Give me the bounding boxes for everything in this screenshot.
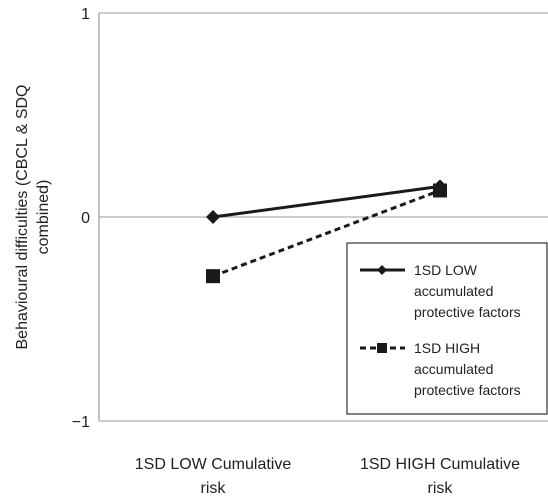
legend: 1SD LOW accumulated protective factors1SD … [346,242,548,415]
y-axis-label-line: combined) [35,180,52,255]
labels: −1 0 1 Behavioural difficulties (CBCL & SDQ… [14,6,520,497]
legend-label-line: 1SD LOW [414,262,478,278]
legend-label-line: protective factors [414,382,521,398]
legend-label-line: protective factors [414,304,521,320]
y-tick-label: 1 [81,6,90,23]
diamond-marker [206,210,220,224]
y-tick-label: 0 [81,210,90,227]
series-line [212,189,441,278]
x-tick-label-line: risk [201,480,227,497]
gridlines [99,12,548,422]
legend-label: 1SD HIGH accumulated protective factors [414,340,521,398]
legend-label-line: 1SD HIGH [414,340,480,356]
series-line [212,184,441,219]
legend-label-line: accumulated [414,361,493,377]
legend-label-line: accumulated [414,283,493,299]
x-tick-label-line: risk [428,480,454,497]
legend-entry-low-protective: 1SD LOW accumulated protective factors [360,262,521,320]
diamond-marker [433,179,447,194]
legend-label: 1SD LOW accumulated protective factors [414,262,521,320]
series-layer [206,179,447,284]
square-marker [377,343,387,353]
x-tick-label-line: 1SD LOW Cumulative [135,456,292,473]
x-tick-label-line: 1SD HIGH Cumulative [360,456,520,473]
y-axis-label-line: Behavioural difficulties (CBCL & SDQ [14,85,31,350]
x-tick-label: 1SD HIGH Cumulative risk [360,456,520,497]
x-tick-label: 1SD LOW Cumulative risk [135,456,292,497]
diamond-marker [377,265,387,275]
legend-entry-high-protective: 1SD HIGH accumulated protective factors [360,340,521,398]
square-marker [206,269,220,284]
y-tick-label: −1 [72,414,90,431]
y-axis-label: Behavioural difficulties (CBCL & SDQ comb… [14,85,52,350]
series-high-protective [206,183,447,284]
series-low-protective [206,179,447,224]
